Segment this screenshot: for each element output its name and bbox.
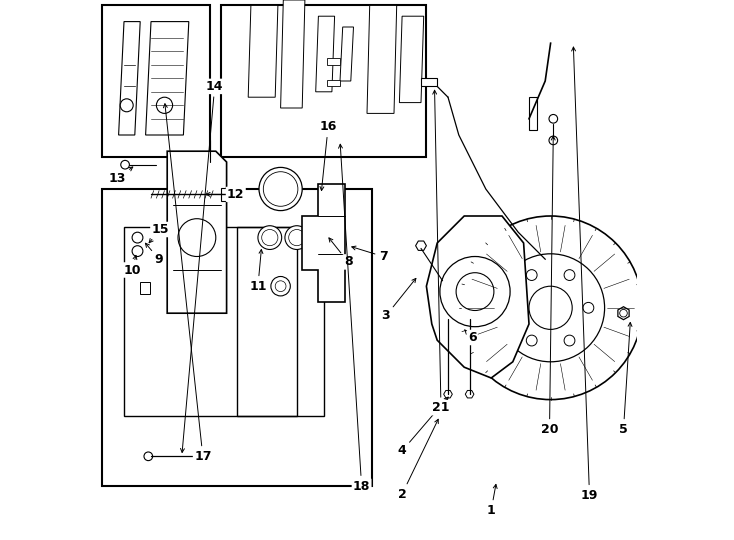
Circle shape [132, 232, 143, 243]
Polygon shape [340, 27, 354, 81]
Polygon shape [465, 390, 474, 398]
Text: 13: 13 [109, 167, 133, 185]
Circle shape [549, 136, 558, 145]
Text: 7: 7 [352, 246, 388, 263]
Circle shape [120, 99, 133, 112]
Text: 20: 20 [541, 136, 559, 436]
Text: 17: 17 [164, 104, 211, 463]
Bar [327, 80, 340, 86]
Text: 3: 3 [382, 279, 416, 322]
Circle shape [132, 246, 143, 256]
Text: 16: 16 [319, 120, 337, 191]
Circle shape [497, 254, 605, 362]
Bar [327, 58, 340, 65]
Circle shape [529, 286, 573, 329]
Text: 5: 5 [619, 322, 632, 436]
Polygon shape [443, 390, 452, 398]
Text: 12: 12 [206, 188, 244, 201]
Bar [200, 453, 208, 460]
Circle shape [271, 276, 291, 296]
Polygon shape [280, 0, 305, 108]
Circle shape [507, 302, 518, 313]
Text: 9: 9 [145, 243, 164, 266]
Circle shape [156, 97, 172, 113]
Text: 11: 11 [249, 249, 266, 293]
Polygon shape [618, 307, 629, 320]
Polygon shape [316, 16, 335, 92]
Bar [103, 5, 211, 157]
Polygon shape [426, 216, 529, 378]
Bar [221, 5, 426, 157]
Circle shape [526, 269, 537, 280]
Circle shape [121, 160, 129, 169]
Circle shape [264, 172, 298, 206]
Circle shape [564, 335, 575, 346]
Polygon shape [302, 184, 346, 302]
Circle shape [619, 309, 628, 317]
Circle shape [526, 335, 537, 346]
Text: 18: 18 [338, 144, 370, 492]
Bar [221, 188, 229, 201]
Circle shape [564, 269, 575, 280]
Circle shape [456, 273, 494, 310]
Circle shape [259, 167, 302, 211]
Polygon shape [167, 151, 227, 313]
Circle shape [262, 230, 278, 246]
Bar [237, 227, 324, 416]
Bar [124, 227, 297, 416]
Polygon shape [367, 5, 396, 113]
Text: 14: 14 [181, 80, 223, 453]
Text: 8: 8 [329, 238, 352, 268]
Bar [421, 78, 437, 86]
Circle shape [144, 452, 153, 461]
Text: 10: 10 [123, 255, 141, 276]
Polygon shape [145, 22, 189, 135]
Circle shape [285, 226, 309, 249]
Bar [103, 189, 372, 486]
Text: 1: 1 [487, 484, 497, 517]
Circle shape [583, 302, 594, 313]
Bar [529, 97, 537, 130]
Polygon shape [119, 22, 140, 135]
Text: 6: 6 [465, 330, 476, 344]
Text: 4: 4 [398, 397, 448, 457]
Circle shape [178, 219, 216, 256]
Text: 21: 21 [432, 90, 450, 414]
Circle shape [549, 114, 558, 123]
Text: 19: 19 [572, 47, 598, 502]
Circle shape [459, 216, 642, 400]
Polygon shape [415, 241, 426, 251]
Bar [140, 282, 150, 294]
Polygon shape [248, 5, 278, 97]
Polygon shape [399, 16, 424, 103]
Circle shape [258, 226, 282, 249]
Text: 15: 15 [149, 223, 169, 242]
Circle shape [288, 230, 305, 246]
Text: 2: 2 [398, 419, 438, 501]
Circle shape [440, 256, 510, 327]
Circle shape [275, 281, 286, 292]
